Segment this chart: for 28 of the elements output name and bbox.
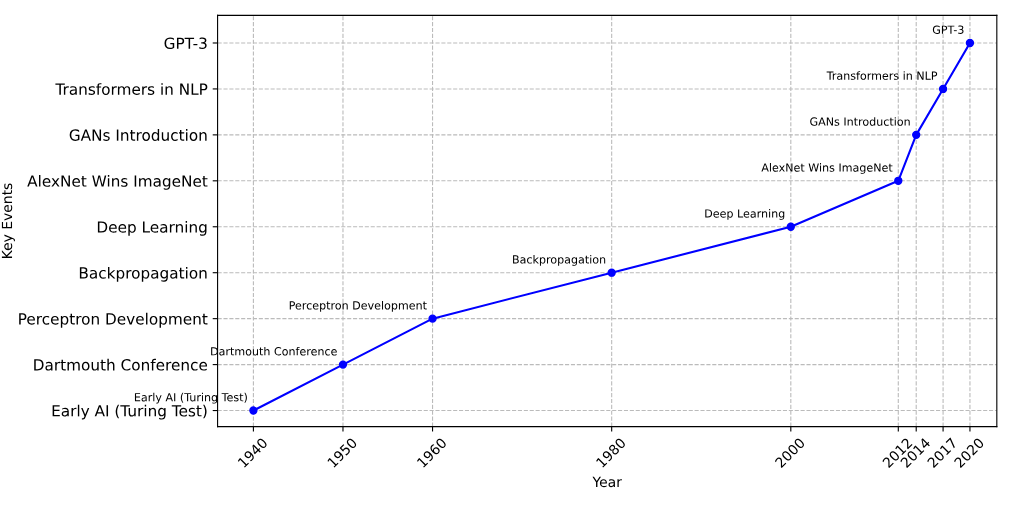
annotation: Transformers in NLP: [826, 71, 938, 80]
annotation: Early AI (Turing Test): [134, 392, 247, 404]
y-tick-label: GPT-3: [164, 37, 207, 50]
point: [894, 176, 903, 185]
y-tick-label: Dartmouth Conference: [34, 358, 208, 371]
annotation: GPT-3: [932, 25, 964, 34]
y-tick-label: Early AI (Turing Test): [52, 404, 207, 420]
y-tick-label: Deep Learning: [97, 220, 207, 236]
point: [428, 314, 437, 323]
x-axis-title: Year: [592, 476, 622, 488]
point: [912, 130, 921, 140]
y-axis-title: Key Events: [1, 183, 15, 258]
point: [965, 38, 975, 48]
annotation: Deep Learning: [705, 209, 785, 220]
point: [338, 360, 348, 369]
y-tick-label: Perceptron Development: [19, 312, 208, 328]
y-tick-label: AlexNet Wins ImageNet: [27, 175, 208, 190]
y-tick-label: Backpropagation: [79, 266, 207, 282]
point: [938, 84, 948, 94]
point: [786, 222, 795, 231]
annotation: Backpropagation: [513, 255, 606, 266]
annotation: Perceptron Development: [289, 300, 427, 312]
y-tick-label: GANs Introduction: [69, 129, 207, 141]
point: [607, 268, 616, 277]
y-tick-label: Transformers in NLP: [55, 83, 208, 95]
annotation: GANs Introduction: [810, 117, 910, 126]
point: [249, 406, 258, 415]
annotation: AlexNet Wins ImageNet: [761, 163, 893, 174]
